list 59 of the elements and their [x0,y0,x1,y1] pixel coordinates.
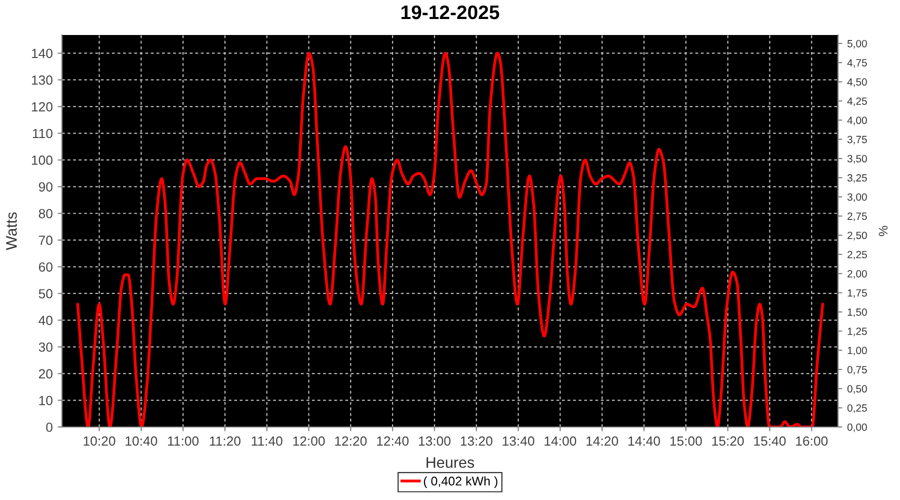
x-tick-label: 13:40 [502,436,534,446]
y2-tick-label: 0,50 [847,385,867,394]
y2-tick-label: 2,50 [848,232,867,240]
x-tick-label: 15:00 [670,436,702,446]
y2-tick-label: 1,25 [848,328,867,336]
x-tick-label: 11:20 [210,436,240,446]
y-tick-label: 110 [32,128,52,138]
y2-tick-label: 4,75 [847,59,867,68]
y-tick-label: 60 [38,262,52,272]
y-tick-label: 30 [38,342,52,352]
y2-tick-label: 1,75 [848,289,867,298]
y2-tick-label: 2,25 [848,250,867,260]
y-tick-label: 50 [38,289,52,298]
y-axis-title: Watts [6,212,17,250]
y2-tick-label: 0,25 [847,404,867,413]
y2-tick-label: 4,25 [847,97,867,106]
x-tick-label: 14:00 [544,436,576,446]
y2-tick-label: 0,75 [847,366,867,375]
y-tick-label: 130 [32,75,52,85]
y-tick-label: 70 [38,236,52,245]
chart-title: 19-12-2025 [402,5,500,20]
y2-tick-label: 0,00 [847,424,867,432]
y-tick-label: 40 [38,316,52,326]
x-tick-label: 12:40 [377,436,409,446]
x-tick-label: 15:20 [712,436,744,446]
x-tick-label: 12:00 [293,436,325,446]
x-tick-label: 14:40 [628,436,660,446]
y-tick-label: 100 [32,156,52,165]
y-tick-label: 0 [46,422,52,432]
x-tick-label: 10:40 [126,436,158,446]
y-tick-label: 90 [38,182,52,192]
x-tick-label: 10:20 [84,436,116,446]
x-tick-label: 16:00 [796,436,828,446]
y2-tick-label: 3,50 [847,155,867,164]
y-tick-label: 80 [38,208,52,218]
y2-tick-label: 3,25 [847,174,867,183]
y2-tick-label: 1,00 [848,346,867,356]
y-tick-label: 10 [39,396,52,406]
y2-tick-label: 4,00 [847,116,867,126]
x-tick-label: 11:40 [252,436,282,446]
y2-tick-label: 2,75 [848,212,867,222]
y2-tick-label: 1,50 [848,308,867,318]
legend-label: ( 0,402 kWh ) [424,476,498,488]
y-tick-label: 140 [32,48,52,58]
x-tick-label: 12:20 [335,436,367,446]
x-tick-label: 13:00 [418,436,450,446]
y-tick-label: 20 [38,369,52,379]
y2-tick-label: 2,00 [848,270,867,279]
y2-tick-label: 3,75 [847,136,867,144]
y-tick-label: 120 [32,102,52,112]
x-tick-label: 13:20 [460,436,492,446]
y2-tick-label: 4,50 [847,78,867,87]
x-tick-label: 14:20 [586,436,618,446]
x-tick-label: 15:40 [754,436,786,446]
y2-tick-label: 5,00 [847,40,867,49]
x-axis-title: Heures [426,457,474,468]
y2-axis-title: % [878,226,888,236]
y2-tick-label: 3,00 [847,193,867,202]
x-tick-label: 11:00 [168,436,199,446]
